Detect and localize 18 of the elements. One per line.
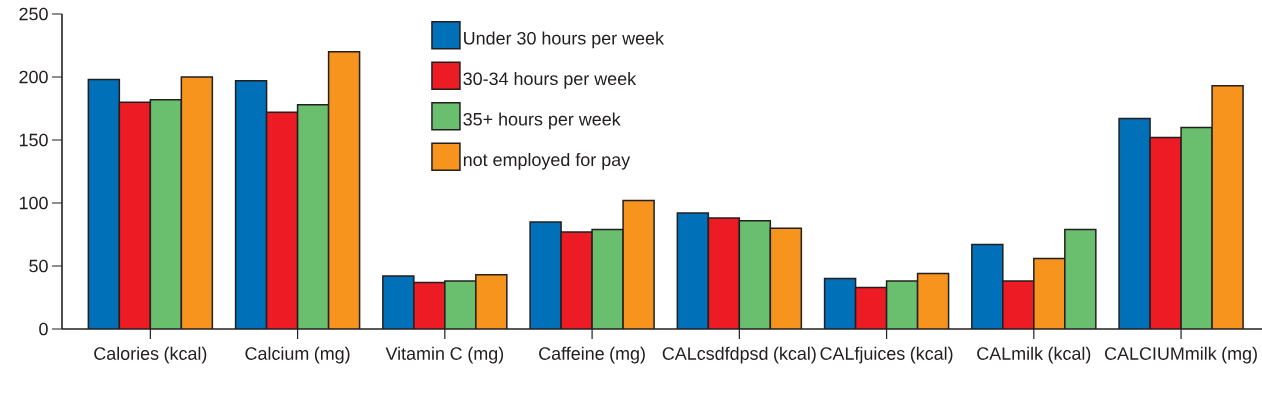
y-tick-label: 0 xyxy=(39,322,48,336)
x-tick-label: Vitamin C (mg) xyxy=(385,346,504,364)
legend-label: Under 30 hours per week xyxy=(464,31,665,49)
x-tick-label: CALcsdfdpsd (kcal) xyxy=(662,346,816,364)
x-tick-label: CALCIUMmilk (mg) xyxy=(1105,346,1257,364)
y-tick-label: 150 xyxy=(19,133,48,147)
x-tick-label: CALfjuices (kcal) xyxy=(820,346,953,364)
y-tick-label: 100 xyxy=(19,196,48,210)
legend-label: 30-34 hours per week xyxy=(463,71,637,89)
y-tick-label: 250 xyxy=(19,7,48,21)
y-tick-label: 50 xyxy=(29,259,48,273)
y-tick-label: 200 xyxy=(19,70,48,84)
x-tick-label: Caffeine (mg) xyxy=(539,346,645,364)
x-tick-label: Calories (kcal) xyxy=(94,346,207,364)
legend-label: not employed for pay xyxy=(463,152,631,170)
x-tick-label: Calcium (mg) xyxy=(245,346,350,364)
legend-label: 35+ hours per week xyxy=(463,112,621,130)
x-tick-label: CALmilk (kcal) xyxy=(977,346,1091,364)
